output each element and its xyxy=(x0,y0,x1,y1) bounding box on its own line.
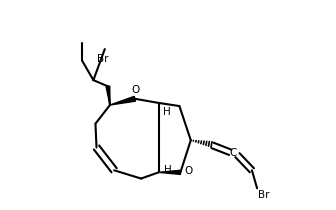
Text: O: O xyxy=(184,166,193,176)
Text: H: H xyxy=(163,107,171,117)
Text: Br: Br xyxy=(97,54,109,64)
Text: O: O xyxy=(132,85,140,95)
Text: Br: Br xyxy=(258,189,270,200)
Text: C: C xyxy=(229,148,237,158)
Polygon shape xyxy=(110,96,135,105)
Polygon shape xyxy=(159,170,180,175)
Text: H: H xyxy=(164,165,172,175)
Polygon shape xyxy=(106,86,110,105)
